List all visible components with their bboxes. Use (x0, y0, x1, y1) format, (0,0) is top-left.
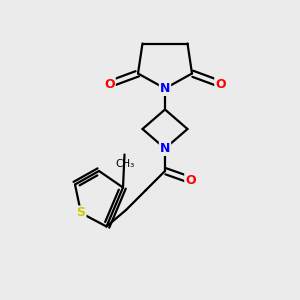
Text: CH₃: CH₃ (115, 159, 134, 169)
Text: O: O (215, 77, 226, 91)
Text: N: N (160, 82, 170, 95)
Text: O: O (104, 77, 115, 91)
Text: N: N (160, 142, 170, 155)
Text: S: S (76, 206, 85, 220)
Text: O: O (185, 173, 196, 187)
